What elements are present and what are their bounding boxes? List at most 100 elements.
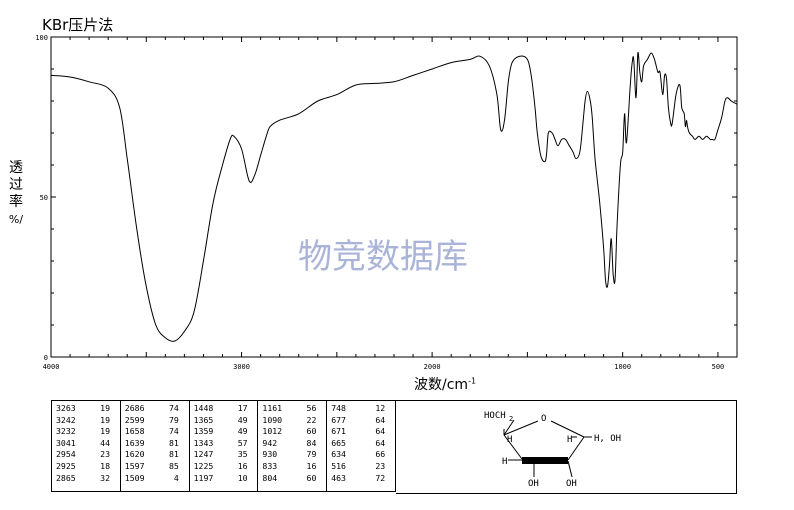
peak-wavenumber: 3041: [56, 437, 76, 448]
structure-panel: HOCH 2 O H H H, OH H OH OH: [396, 400, 737, 494]
peak-transmittance: 19: [100, 426, 110, 437]
peak-entry: 2686 74: [125, 403, 189, 415]
peak-wavenumber: 516: [331, 460, 346, 471]
peak-wavenumber: 942: [262, 437, 278, 448]
peak-entry: 1161 56: [262, 403, 326, 415]
peak-transmittance: 56: [306, 403, 317, 413]
mol-label-oh2: OH: [566, 479, 577, 489]
peak-entry: 1639 81: [125, 438, 189, 450]
peak-entry: 3242 19: [56, 415, 120, 427]
peak-transmittance: 74: [168, 426, 179, 437]
peak-wavenumber: 2865: [56, 472, 76, 483]
peak-wavenumber: 1197: [193, 472, 214, 483]
peak-transmittance: 60: [306, 472, 317, 483]
peak-column: 3263 19 3242 19 3232 19 3041 44 2954 23 2925 18 2865…: [51, 400, 121, 492]
peak-wavenumber: 833: [262, 460, 278, 471]
peak-wavenumber: 1448: [193, 403, 214, 413]
y-axis-label-char: 透: [9, 160, 23, 176]
peak-wavenumber: 463: [331, 472, 346, 483]
chart-axes: [50, 36, 738, 358]
peak-transmittance: 64: [375, 414, 386, 425]
y-axis-label-char: 过: [9, 177, 23, 193]
y-axis-label-char: 率: [9, 194, 23, 210]
peak-column: 1161 56 1090 22 1012 60 942 84 930 79 833 16 804 60: [257, 400, 328, 492]
peak-entry: 833 16: [262, 461, 326, 473]
peak-transmittance: 16: [306, 460, 317, 471]
x-tick-label: 500: [712, 363, 725, 371]
peak-wavenumber: 1639: [124, 437, 145, 448]
peak-wavenumber: 1359: [193, 426, 214, 437]
peak-wavenumber: 1161: [262, 403, 283, 413]
x-tick-label: 4000: [43, 363, 60, 371]
peak-wavenumber: 1343: [193, 437, 214, 448]
peak-transmittance: 4: [173, 472, 179, 483]
peak-transmittance: 66: [375, 449, 386, 460]
y-tick-label: 0: [44, 354, 48, 362]
bond: [503, 434, 523, 460]
peak-entry: 930 79: [262, 449, 326, 461]
peak-transmittance: 64: [375, 426, 386, 437]
peak-transmittance: 16: [237, 460, 248, 471]
bond: [567, 436, 585, 461]
peak-entry: 516 23: [331, 461, 395, 473]
y-tick-label: 50: [40, 194, 48, 202]
peak-table-row: 3263 19 3242 19 3232 19 3041 44 2954 23 2925 18 2865…: [51, 400, 396, 492]
peak-table: 3263 19 3242 19 3232 19 3041 44 2954 23 2925 18 2865…: [51, 400, 396, 492]
peak-transmittance: 49: [237, 414, 248, 425]
peak-entry: 3041 44: [56, 438, 120, 450]
peak-transmittance: 85: [168, 460, 179, 471]
peak-wavenumber: 748: [331, 403, 346, 413]
peak-entry: 2925 18: [56, 461, 120, 473]
peak-entry: 1012 60: [262, 426, 326, 438]
peak-entry: 748 12: [331, 403, 395, 415]
peak-entry: 1448 17: [194, 403, 258, 415]
peak-transmittance: 79: [306, 449, 317, 460]
peak-entry: 1658 74: [125, 426, 189, 438]
peak-transmittance: 74: [168, 403, 179, 413]
bond: [567, 460, 573, 478]
peak-transmittance: 81: [168, 449, 179, 460]
bond: [503, 419, 515, 436]
peak-transmittance: 64: [375, 437, 386, 448]
peak-column: 1448 17 1365 49 1359 49 1343 57 1247 35 1225 16 1197…: [189, 400, 259, 492]
peak-entry: 942 84: [262, 438, 326, 450]
peak-entry: 665 64: [331, 438, 395, 450]
peak-entry: 1509 4: [125, 473, 189, 485]
peak-wavenumber: 3242: [56, 414, 76, 425]
peak-transmittance: 19: [100, 414, 110, 425]
peak-wavenumber: 2599: [124, 414, 145, 425]
watermark: 物竞数据库: [298, 237, 468, 277]
peak-entry: 1247 35: [194, 449, 258, 461]
peak-entry: 1620 81: [125, 449, 189, 461]
peak-wavenumber: 3263: [56, 403, 76, 413]
peak-wavenumber: 1225: [193, 460, 214, 471]
peak-wavenumber: 1365: [193, 414, 214, 425]
peak-wavenumber: 634: [331, 449, 346, 460]
peak-entry: 677 64: [331, 415, 395, 427]
peak-wavenumber: 2686: [124, 403, 145, 413]
peak-entry: 2954 23: [56, 449, 120, 461]
ring-bold-bond: [522, 457, 568, 464]
y-axis-label-unit: %/: [8, 213, 24, 226]
peak-entry: 1365 49: [194, 415, 258, 427]
peak-entry: 804 60: [262, 473, 326, 485]
bond: [503, 420, 539, 436]
peak-wavenumber: 1509: [124, 472, 145, 483]
mol-label-ring-o: O: [541, 414, 546, 424]
peak-transmittance: 44: [100, 437, 110, 448]
peak-entry: 2865 32: [56, 473, 120, 485]
peak-transmittance: 35: [237, 449, 248, 460]
peak-wavenumber: 1620: [124, 449, 145, 460]
peak-wavenumber: 2954: [56, 449, 76, 460]
x-tick-label: 3000: [233, 363, 250, 371]
x-tick-label: 1000: [614, 363, 631, 371]
peak-transmittance: 81: [168, 437, 179, 448]
ribose-structure: HOCH 2 O H H H, OH H OH OH: [484, 411, 621, 489]
peak-column: 2686 74 2599 79 1658 74 1639 81 1620 81 1597 85 1509…: [120, 400, 190, 492]
peak-transmittance: 18: [100, 460, 110, 471]
peak-transmittance: 84: [306, 437, 317, 448]
peak-transmittance: 60: [306, 426, 317, 437]
spectrum-line: [50, 51, 738, 342]
y-tick-label: 100: [35, 34, 48, 42]
peak-transmittance: 22: [306, 414, 317, 425]
